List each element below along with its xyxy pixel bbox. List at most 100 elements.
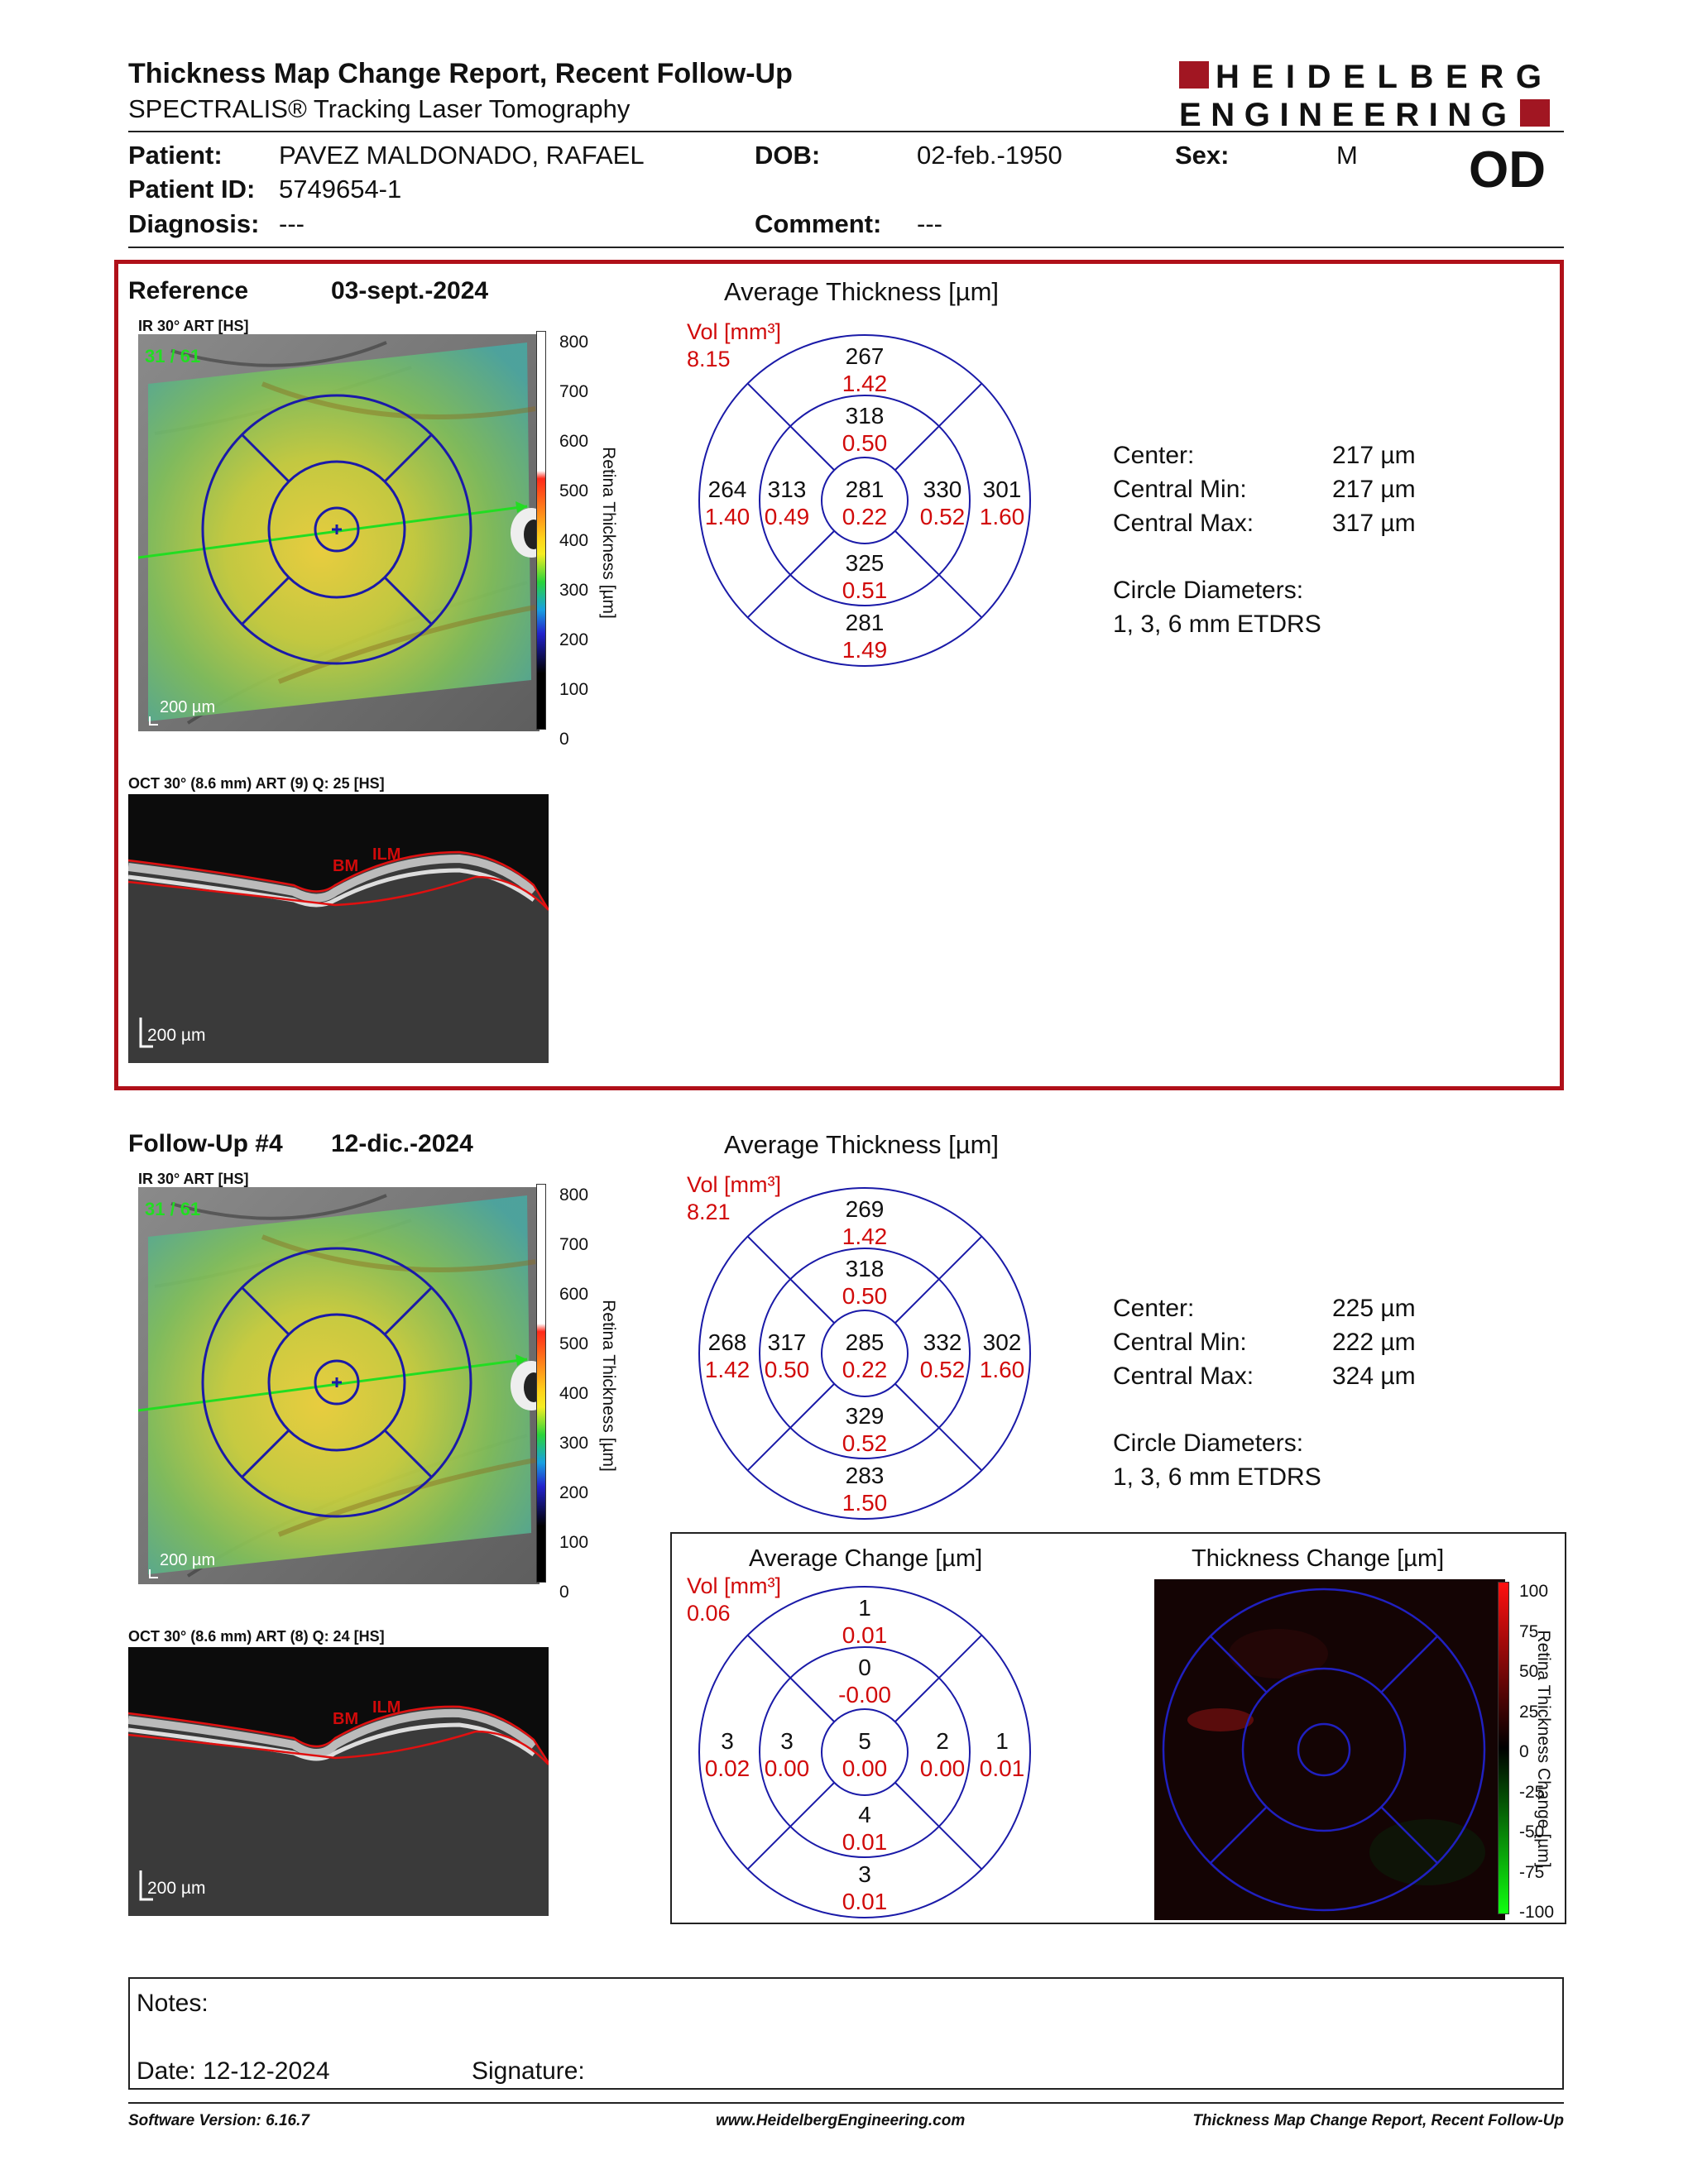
report-subtitle: SPECTRALIS® Tracking Laser Tomography <box>128 94 631 123</box>
thickness-value-outer-inf: 283 <box>846 1463 885 1488</box>
volume-value-outer-sup: 0.01 <box>842 1622 888 1648</box>
thickness-value-inner-tem: 3 <box>780 1728 794 1754</box>
volume-value-inner-sup: 0.50 <box>842 430 888 456</box>
outer-ring <box>698 334 1031 667</box>
volume-value-inner-inf: 0.01 <box>842 1829 888 1855</box>
reference-colorbar-ticks: 800 700 600 500 400 300 200 100 0 <box>559 318 588 764</box>
tick-label: 600 <box>559 1285 589 1304</box>
followup-stats: Center: 225 µm Central Min: 222 µm Central… <box>1113 1291 1416 1494</box>
followup-date: 12-dic.-2024 <box>331 1130 473 1157</box>
sector-divider <box>746 1634 835 1722</box>
tick-label: 800 <box>559 1185 589 1205</box>
signature-label: Signature: <box>472 2057 585 2085</box>
reference-ilm-label: ILM <box>372 845 401 864</box>
reference-etdrs-grid: 2810.223180.503250.513130.493300.522671.… <box>698 334 1031 667</box>
thickness-value-inner-tem: 317 <box>768 1329 807 1355</box>
reference-bm-label: BM <box>333 857 359 875</box>
reference-panel <box>114 260 1564 1090</box>
volume-value-inner-nas: 0.52 <box>920 1357 966 1382</box>
thickness-value-inner-inf: 4 <box>858 1802 871 1827</box>
followup-colorbar-ticks: 800 700 600 500 400 300 200 100 0 <box>559 1171 588 1617</box>
tick-label: 50 <box>1519 1662 1539 1681</box>
reference-stats: Center: 217 µm Central Min: 217 µm Central… <box>1113 438 1416 641</box>
central-min-label: Central Min: <box>1113 476 1247 503</box>
inner-ring <box>759 1646 971 1858</box>
sector-divider <box>746 1235 835 1324</box>
svg-text:HEIDELBERG: HEIDELBERG <box>1216 59 1547 95</box>
thickness-value-inner-nas: 330 <box>923 477 962 502</box>
change-etdrs-grid: 50.000-0.0040.0130.0020.0010.0130.0130.0… <box>698 1586 1031 1918</box>
central-min-value: 217 µm <box>1332 476 1416 503</box>
footer-report-title: Thickness Map Change Report, Recent Foll… <box>1192 2112 1564 2129</box>
volume-value-outer-nas: 1.60 <box>980 504 1025 529</box>
notes-box[interactable] <box>128 1977 1564 2090</box>
notes-date: Date: 12-12-2024 <box>137 2057 330 2086</box>
change-colorbar-ticks: 100 75 50 25 0 -25 -50 -75 -100 <box>1519 1572 1554 1933</box>
center-label: Center: <box>1113 442 1195 469</box>
volume-value-inner-inf: 0.52 <box>842 1430 888 1456</box>
thickness-change-map <box>1154 1579 1505 1920</box>
reference-fundus-caption: IR 30° ART [HS] <box>138 318 249 334</box>
volume-value-inner-tem: 0.50 <box>765 1357 810 1382</box>
volume-value-outer-tem: 1.42 <box>705 1357 750 1382</box>
tick-label: 0 <box>559 1583 569 1602</box>
volume-value-outer-inf: 1.49 <box>842 637 888 663</box>
thickness-value-outer-nas: 1 <box>995 1728 1009 1754</box>
central-max-label: Central Max: <box>1113 510 1254 537</box>
tick-label: 200 <box>559 1483 589 1502</box>
volume-value-inner-inf: 0.51 <box>842 577 888 603</box>
sector-divider <box>746 530 835 619</box>
date-label: Date: <box>137 2057 196 2085</box>
followup-avg-title: Average Thickness [µm] <box>724 1130 1000 1159</box>
date-value: 12-12-2024 <box>203 2057 330 2085</box>
volume-value-center: 0.00 <box>842 1755 888 1781</box>
followup-fundus-caption: IR 30° ART [HS] <box>138 1171 249 1187</box>
diagnosis-label: Diagnosis: <box>128 209 260 238</box>
tick-label: 75 <box>1519 1621 1539 1641</box>
thickness-value-outer-inf: 281 <box>846 610 885 635</box>
thickness-value-center: 5 <box>858 1728 871 1754</box>
tick-label: 600 <box>559 432 589 451</box>
comment-value: --- <box>917 209 942 238</box>
dob-label: DOB: <box>755 141 821 170</box>
patient-label: Patient: <box>128 141 223 170</box>
tick-label: 700 <box>559 1235 589 1254</box>
volume-value-inner-sup: -0.00 <box>838 1682 891 1707</box>
followup-thickness-map <box>138 1187 539 1584</box>
tick-label: 0 <box>559 730 569 749</box>
thickness-value-center: 285 <box>846 1329 885 1355</box>
website-link[interactable]: www.HeidelbergEngineering.com <box>716 2112 966 2129</box>
reference-label: Reference <box>128 277 249 304</box>
dob-value: 02-feb.-1950 <box>917 141 1062 170</box>
sector-divider <box>894 1782 983 1870</box>
volume-value-inner-tem: 0.49 <box>765 504 810 529</box>
reference-thickness-map <box>138 334 539 731</box>
patient-id: 5749654-1 <box>279 175 402 204</box>
volume-value-inner-nas: 0.52 <box>920 504 966 529</box>
volume-value-inner-nas: 0.00 <box>920 1755 966 1781</box>
central-min-value: 222 µm <box>1332 1329 1416 1356</box>
volume-value-inner-tem: 0.00 <box>765 1755 810 1781</box>
volume-value-center: 0.22 <box>842 1357 888 1382</box>
patient-id-label: Patient ID: <box>128 175 256 204</box>
thickness-value-center: 281 <box>846 477 885 502</box>
tick-label: 500 <box>559 481 589 500</box>
tick-label: 0 <box>1519 1742 1529 1761</box>
followup-colorbar-axis: Retina Thickness [µm] <box>599 1300 618 1472</box>
change-avg-title: Average Change [µm] <box>749 1545 983 1572</box>
tick-label: 200 <box>559 630 589 649</box>
thickness-value-inner-inf: 325 <box>846 550 885 576</box>
tick-label: 700 <box>559 382 589 401</box>
followup-vol-label: Vol [mm³] <box>687 1172 782 1197</box>
reference-oct-caption: OCT 30° (8.6 mm) ART (9) Q: 25 [HS] <box>128 775 385 792</box>
thickness-value-inner-sup: 0 <box>858 1655 871 1680</box>
software-version: Software Version: 6.16.7 <box>128 2112 309 2129</box>
inner-ring <box>759 395 971 606</box>
tick-label: 800 <box>559 333 589 352</box>
followup-ilm-label: ILM <box>372 1698 401 1717</box>
change-vol-label: Vol [mm³] <box>687 1573 782 1598</box>
reference-oct-scan <box>128 794 549 1063</box>
sector-divider <box>894 382 983 471</box>
reference-oct-scale: 200 µm <box>147 1026 206 1045</box>
tick-label: 25 <box>1519 1702 1539 1722</box>
